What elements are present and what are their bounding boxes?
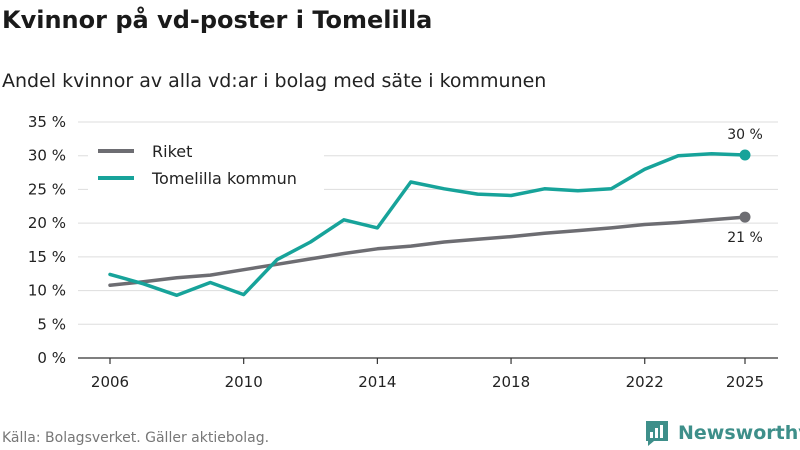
y-tick-label: 20 %: [28, 214, 66, 232]
x-tick-label: 2022: [626, 373, 664, 391]
axis-labels: 0 % 5 % 10 % 15 % 20 % 25 % 30 % 35 % 2006 2010 20…: [28, 113, 764, 391]
data-label-riket: 21 %: [727, 230, 763, 246]
series-line-tomelilla-kommun: [108, 151, 747, 298]
source-note: Källa: Bolagsverket. Gäller aktiebolag.: [2, 430, 270, 446]
series-endpoint-tomelilla-kommun: [739, 149, 751, 161]
legend-background: [88, 137, 324, 195]
series-endpoint-riket: [739, 211, 751, 223]
y-tick-label: 30 %: [28, 147, 66, 165]
chart-title: Kvinnor på vd-poster i Tomelilla: [2, 6, 433, 34]
chart-subtitle: Andel kvinnor av alla vd:ar i bolag med …: [2, 70, 547, 92]
newsworthy-logo-icon: [646, 421, 668, 446]
x-tick-label: 2006: [91, 373, 129, 391]
series-lines: 21 % 30 %: [108, 127, 763, 298]
brand-logo: Newsworthy: [644, 419, 800, 447]
legend: Riket Tomelilla kommun: [88, 137, 324, 195]
y-tick-label: 35 %: [28, 113, 66, 131]
x-tick-label: 2014: [358, 373, 396, 391]
x-tick-label: 2025: [726, 373, 764, 391]
y-tick-label: 15 %: [28, 248, 66, 266]
y-tick-label: 0 %: [37, 349, 66, 367]
y-tick-label: 10 %: [28, 282, 66, 300]
legend-label-riket: Riket: [152, 142, 192, 161]
x-tick-label: 2018: [492, 373, 530, 391]
series-line-riket: [108, 215, 747, 287]
y-tick-label: 5 %: [37, 315, 66, 333]
x-tick-label: 2010: [225, 373, 263, 391]
brand-name: Newsworthy: [678, 422, 800, 444]
y-tick-label: 25 %: [28, 180, 66, 198]
data-label-tomelilla-kommun: 30 %: [727, 127, 763, 143]
legend-label-tomelilla-kommun: Tomelilla kommun: [151, 169, 297, 188]
